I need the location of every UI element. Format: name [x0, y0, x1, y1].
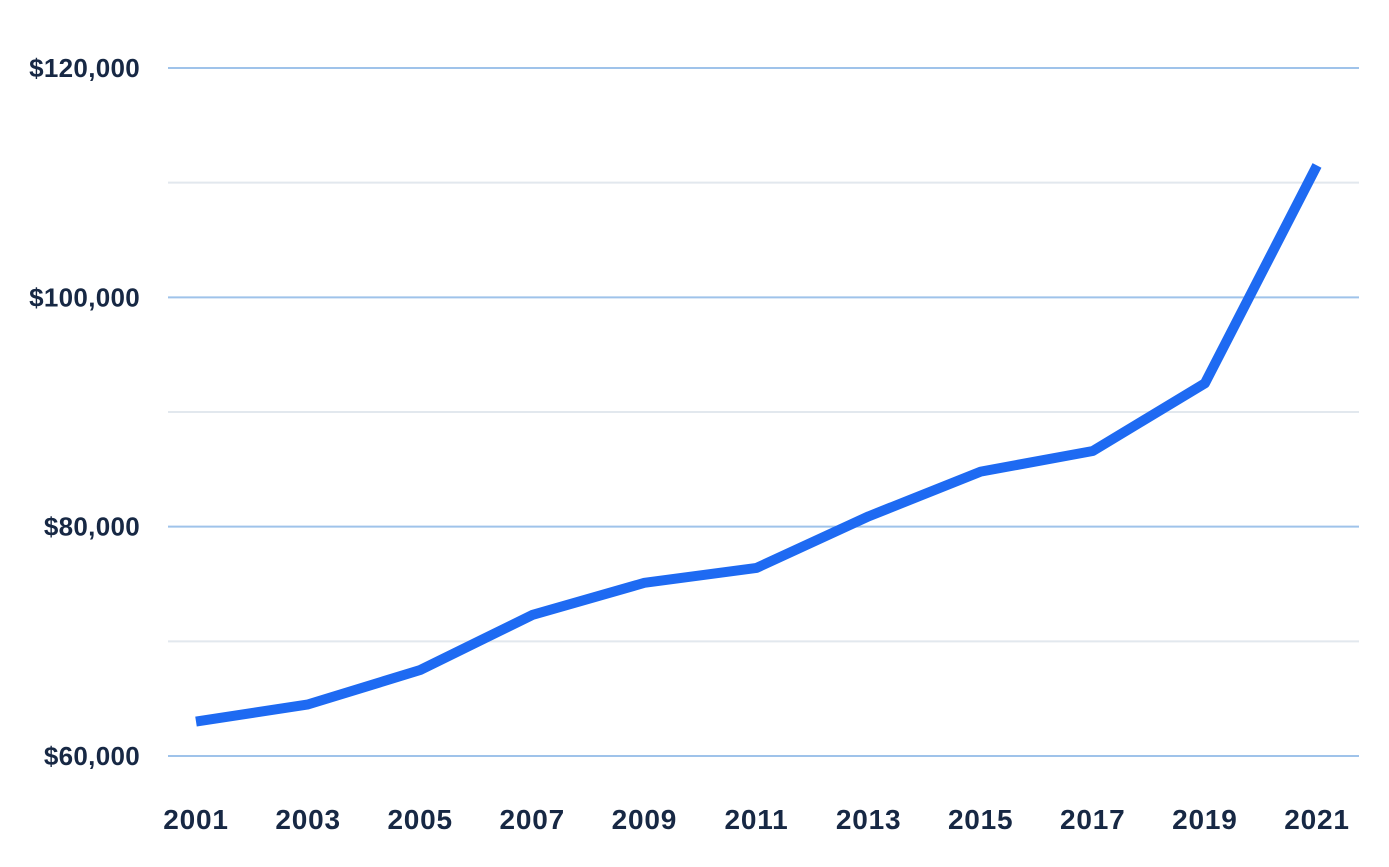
x-axis-tick-label: 2009	[612, 804, 678, 835]
x-axis-tick-label: 2003	[275, 804, 341, 835]
x-axis-tick-label: 2017	[1060, 804, 1126, 835]
x-axis-tick-label: 2001	[163, 804, 229, 835]
y-axis-tick-label: $80,000	[44, 512, 140, 542]
x-axis-tick-label: 2011	[725, 804, 789, 835]
y-axis-tick-label: $100,000	[29, 282, 140, 312]
x-axis-tick-label: 2019	[1172, 804, 1238, 835]
x-axis-tick-label: 2015	[948, 804, 1014, 835]
y-axis-tick-label: $60,000	[44, 741, 140, 771]
data-line-series	[195, 163, 1322, 727]
x-axis-tick-label: 2013	[836, 804, 902, 835]
x-axis-tick-label: 2005	[387, 804, 453, 835]
x-axis-tick-label: 2007	[500, 804, 566, 835]
x-axis-tick-label: 2021	[1284, 804, 1350, 835]
y-axis-tick-label: $120,000	[29, 53, 140, 83]
